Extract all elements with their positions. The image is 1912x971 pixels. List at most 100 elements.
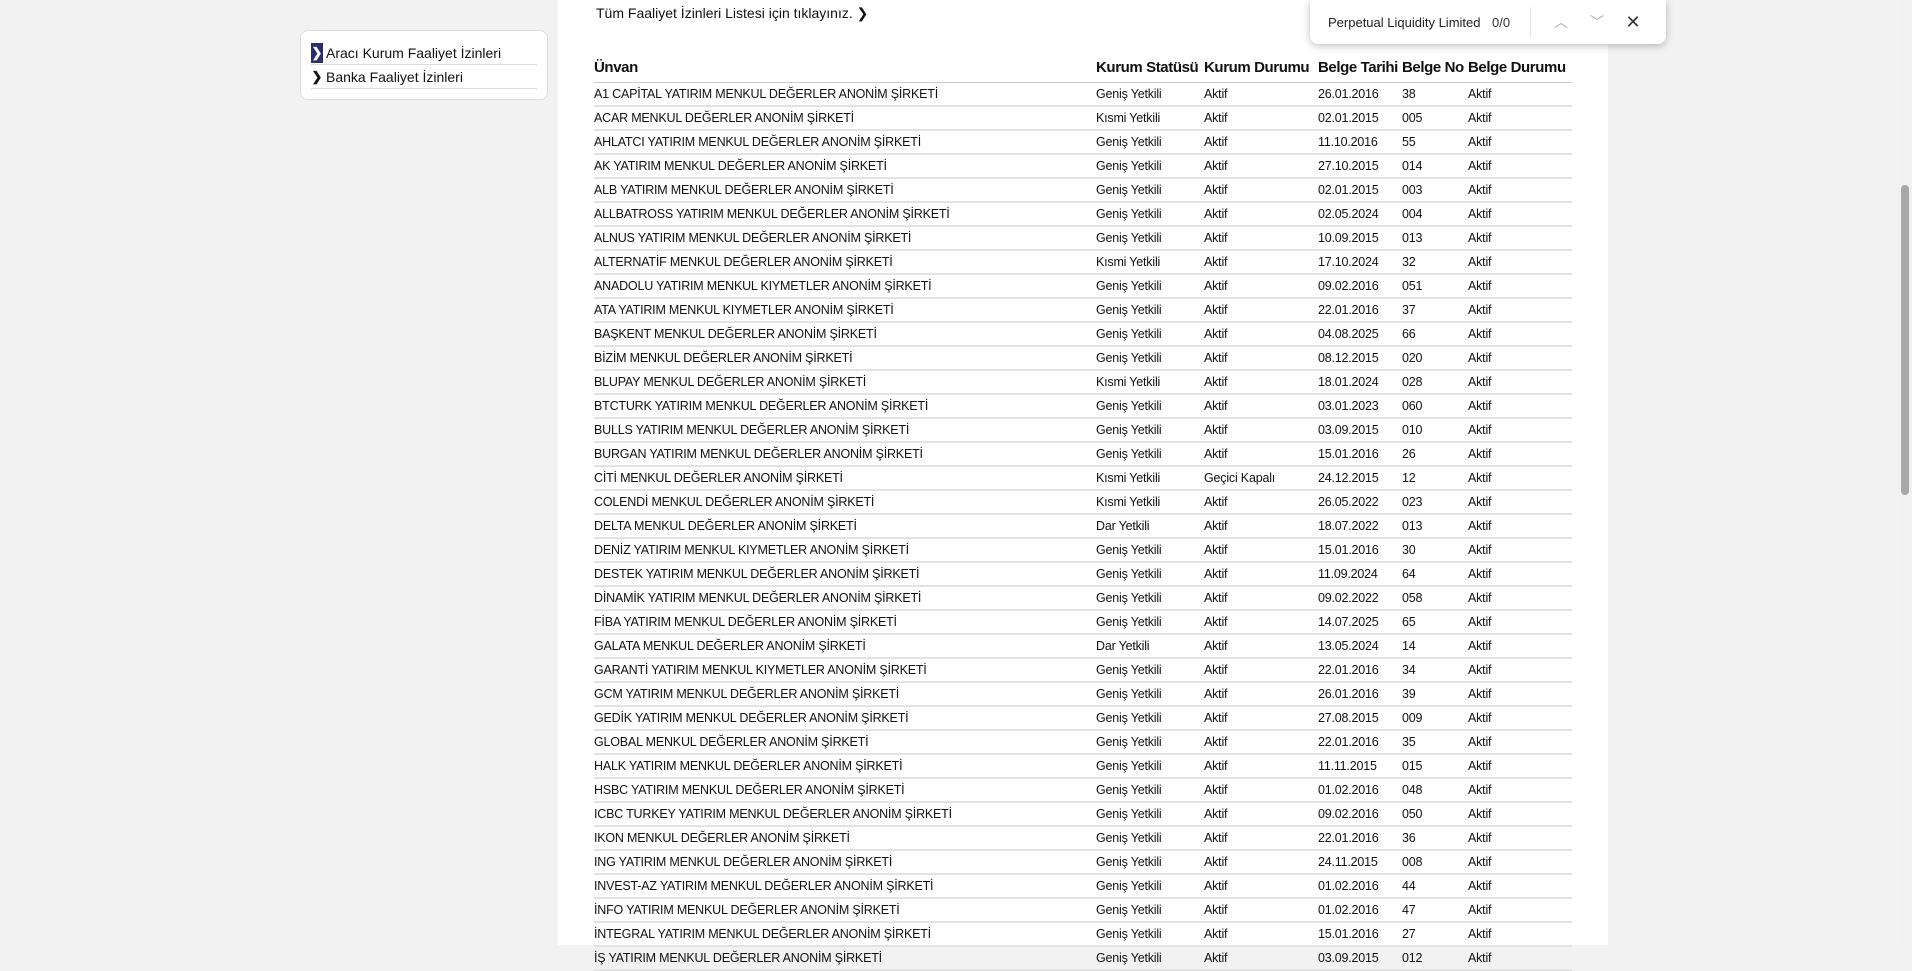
table-cell: Aktif [1204, 370, 1318, 395]
table-cell: 015 [1402, 754, 1468, 779]
table-cell: BİZİM MENKUL DEĞERLER ANONİM ŞİRKETİ [594, 346, 1096, 371]
table-cell: GCM YATIRIM MENKUL DEĞERLER ANONİM ŞİRKE… [594, 682, 1096, 707]
scrollbar[interactable] [1898, 0, 1912, 945]
table-cell: Aktif [1204, 538, 1318, 563]
table-row: ALLBATROSS YATIRIM MENKUL DEĞERLER ANONİ… [594, 202, 1572, 227]
column-header: Kurum Durumu [1204, 52, 1318, 83]
table-cell: 03.09.2015 [1318, 418, 1402, 443]
table-cell: 11.11.2015 [1318, 754, 1402, 779]
table-cell: Aktif [1204, 442, 1318, 467]
table-cell: 009 [1402, 706, 1468, 731]
table-cell: Aktif [1204, 850, 1318, 875]
table-cell: GLOBAL MENKUL DEĞERLER ANONİM ŞİRKETİ [594, 730, 1096, 755]
table-cell: 34 [1402, 658, 1468, 683]
find-bar: Perpetual Liquidity Limited 0/0 ︿ ﹀ ✕ [1310, 0, 1666, 44]
table-cell: Geniş Yetkili [1096, 898, 1204, 923]
chevron-down-icon[interactable]: ﹀ [1590, 14, 1604, 30]
table-cell: Geniş Yetkili [1096, 418, 1204, 443]
table-cell: Aktif [1204, 706, 1318, 731]
table-cell: 17.10.2024 [1318, 250, 1402, 275]
table-cell: 22.01.2016 [1318, 730, 1402, 755]
table-cell: GARANTİ YATIRIM MENKUL KIYMETLER ANONİM … [594, 658, 1096, 683]
table-row: BTCTURK YATIRIM MENKUL DEĞERLER ANONİM Ş… [594, 394, 1572, 419]
table-cell: Geniş Yetkili [1096, 442, 1204, 467]
table-cell: Aktif [1468, 106, 1572, 131]
scrollbar-thumb[interactable] [1901, 185, 1909, 495]
table-row: BİZİM MENKUL DEĞERLER ANONİM ŞİRKETİ Geni… [594, 346, 1572, 371]
table-row: FİBA YATIRIM MENKUL DEĞERLER ANONİM ŞİRK… [594, 610, 1572, 635]
column-header: Ünvan [594, 52, 1096, 83]
table-cell: Kısmi Yetkili [1096, 106, 1204, 131]
table-cell: 09.02.2016 [1318, 802, 1402, 827]
table-cell: Aktif [1468, 202, 1572, 227]
table-cell: Kısmi Yetkili [1096, 466, 1204, 491]
chevron-right-icon: ❯ [311, 42, 323, 63]
table-cell: Aktif [1468, 82, 1572, 107]
table-cell: Geniş Yetkili [1096, 778, 1204, 803]
chevron-up-icon[interactable]: ︿ [1554, 14, 1568, 30]
table-cell: 013 [1402, 226, 1468, 251]
table-cell: Aktif [1204, 298, 1318, 323]
table-cell: ALNUS YATIRIM MENKUL DEĞERLER ANONİM ŞİR… [594, 226, 1096, 251]
table-cell: Geniş Yetkili [1096, 346, 1204, 371]
table-cell: Kısmi Yetkili [1096, 370, 1204, 395]
table-cell: 27 [1402, 922, 1468, 947]
table-cell: 15.01.2016 [1318, 538, 1402, 563]
table-cell: 028 [1402, 370, 1468, 395]
table-cell: 08.12.2015 [1318, 346, 1402, 371]
table-cell: Geniş Yetkili [1096, 130, 1204, 155]
table-row: AHLATCI YATIRIM MENKUL DEĞERLER ANONİM Ş… [594, 130, 1572, 155]
table-cell: İNFO YATIRIM MENKUL DEĞERLER ANONİM ŞİRK… [594, 898, 1096, 923]
chevron-right-icon: ❯ [311, 68, 323, 84]
table-cell: BURGAN YATIRIM MENKUL DEĞERLER ANONİM Şİ… [594, 442, 1096, 467]
table-cell: 14.07.2025 [1318, 610, 1402, 635]
table-cell: 39 [1402, 682, 1468, 707]
sidebar-item-araci-kurum[interactable]: ❯ Aracı Kurum Faaliyet İzinleri [311, 41, 537, 65]
table-cell: 66 [1402, 322, 1468, 347]
table-cell: Aktif [1468, 874, 1572, 899]
table-cell: 32 [1402, 250, 1468, 275]
table-cell: Aktif [1468, 922, 1572, 947]
table-cell: Aktif [1204, 898, 1318, 923]
match-count: 0/0 [1492, 14, 1511, 30]
table-cell: 22.01.2016 [1318, 826, 1402, 851]
table-cell: Geçici Kapalı [1204, 466, 1318, 491]
table-row: GCM YATIRIM MENKUL DEĞERLER ANONİM ŞİRKE… [594, 682, 1572, 707]
table-cell: Geniş Yetkili [1096, 658, 1204, 683]
table-cell: Aktif [1468, 346, 1572, 371]
table-row: İNTEGRAL YATIRIM MENKUL DEĞERLER ANONİM … [594, 922, 1572, 947]
table-cell: BULLS YATIRIM MENKUL DEĞERLER ANONİM ŞİR… [594, 418, 1096, 443]
table-cell: 03.01.2023 [1318, 394, 1402, 419]
table-row: GEDİK YATIRIM MENKUL DEĞERLER ANONİM ŞİR… [594, 706, 1572, 731]
table-cell: Aktif [1468, 706, 1572, 731]
table-cell: 65 [1402, 610, 1468, 635]
find-input[interactable]: Perpetual Liquidity Limited [1328, 14, 1481, 30]
table-cell: Aktif [1468, 490, 1572, 515]
table-cell: 44 [1402, 874, 1468, 899]
sidebar-item-banka[interactable]: ❯ Banka Faaliyet İzinleri [311, 65, 537, 89]
all-permits-link[interactable]: Tüm Faaliyet İzinleri Listesi için tıkla… [596, 5, 869, 21]
table-cell: Aktif [1204, 946, 1318, 971]
table-cell: 30 [1402, 538, 1468, 563]
table-cell: 005 [1402, 106, 1468, 131]
table-cell: Kısmi Yetkili [1096, 250, 1204, 275]
table-cell: 38 [1402, 82, 1468, 107]
table-cell: ALLBATROSS YATIRIM MENKUL DEĞERLER ANONİ… [594, 202, 1096, 227]
table-cell: Geniş Yetkili [1096, 154, 1204, 179]
close-icon[interactable]: ✕ [1625, 11, 1641, 32]
table-cell: Aktif [1204, 490, 1318, 515]
table-cell: INVEST-AZ YATIRIM MENKUL DEĞERLER ANONİM… [594, 874, 1096, 899]
table-row: DENİZ YATIRIM MENKUL KIYMETLER ANONİM Şİ… [594, 538, 1572, 563]
table-cell: Aktif [1468, 538, 1572, 563]
table-cell: 22.01.2016 [1318, 658, 1402, 683]
table-cell: 008 [1402, 850, 1468, 875]
table-cell: Aktif [1468, 754, 1572, 779]
table-cell: 11.09.2024 [1318, 562, 1402, 587]
table-row: DESTEK YATIRIM MENKUL DEĞERLER ANONİM Şİ… [594, 562, 1572, 587]
table-cell: 22.01.2016 [1318, 298, 1402, 323]
table-cell: 058 [1402, 586, 1468, 611]
table-cell: 09.02.2016 [1318, 274, 1402, 299]
table-cell: Aktif [1204, 754, 1318, 779]
table-cell: COLENDİ MENKUL DEĞERLER ANONİM ŞİRKETİ [594, 490, 1096, 515]
table-cell: ICBC TURKEY YATIRIM MENKUL DEĞERLER ANON… [594, 802, 1096, 827]
